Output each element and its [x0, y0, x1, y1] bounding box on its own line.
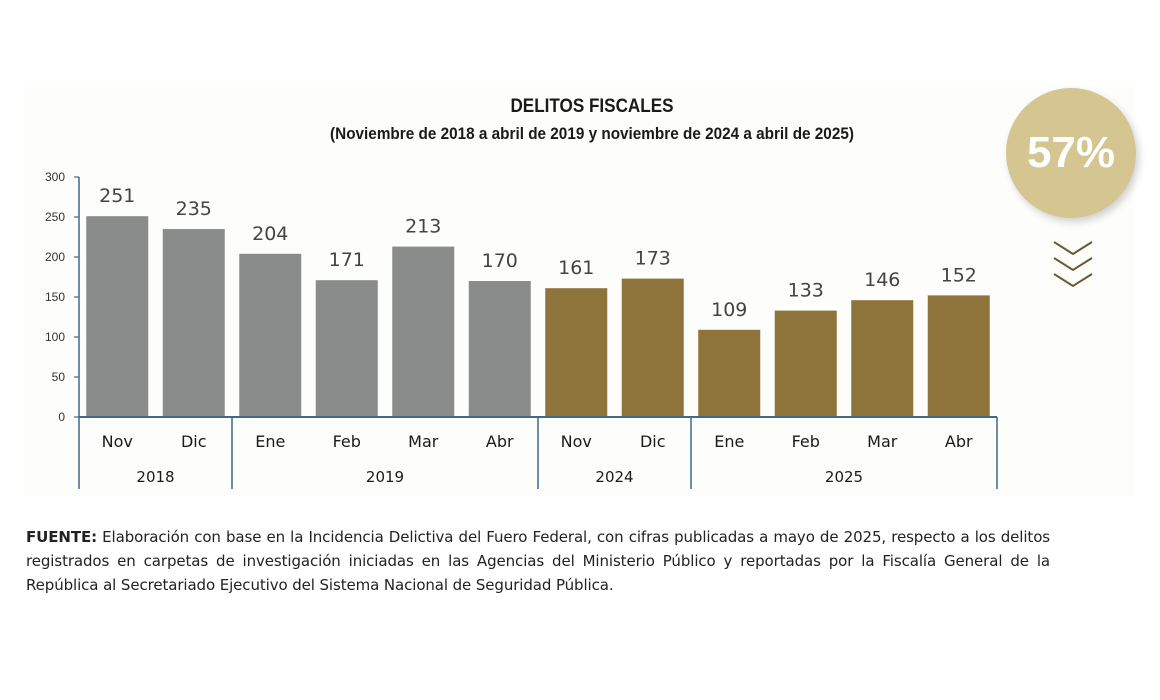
y-tick-label: 200: [45, 250, 65, 264]
y-tick-label: 100: [45, 330, 65, 344]
data-label: 235: [176, 198, 212, 220]
x-tick-label: Dic: [181, 432, 207, 451]
data-label: 251: [99, 185, 135, 207]
x-tick-label: Mar: [867, 432, 898, 451]
bar: [392, 246, 455, 417]
source-label: FUENTE:: [26, 528, 98, 546]
percentage-badge: 57%: [1006, 88, 1136, 218]
data-label: 146: [864, 269, 900, 291]
data-label: 204: [252, 223, 288, 245]
source-footnote: FUENTE: Elaboración con base en la Incid…: [26, 525, 1050, 597]
x-group-label: 2024: [595, 468, 633, 486]
y-tick-label: 250: [45, 210, 65, 224]
bar: [698, 329, 761, 417]
x-tick-label: Nov: [102, 432, 133, 451]
x-tick-label: Mar: [408, 432, 439, 451]
chart-subtitle: (Noviembre de 2018 a abril de 2019 y nov…: [330, 124, 854, 143]
x-tick-label: Nov: [561, 432, 592, 451]
data-label: 152: [941, 264, 977, 286]
bar: [545, 288, 608, 417]
data-label: 171: [329, 249, 365, 271]
bar: [315, 280, 378, 417]
chart-title: DELITOS FISCALES: [510, 96, 674, 117]
bar: [86, 216, 149, 417]
bar: [239, 253, 302, 417]
x-tick-label: Ene: [255, 432, 285, 451]
bar: [162, 229, 225, 417]
data-label: 133: [788, 280, 824, 302]
x-group-label: 2019: [366, 468, 404, 486]
source-text: Elaboración con base en la Incidencia De…: [26, 528, 1050, 594]
data-label: 170: [482, 250, 518, 272]
bar: [851, 300, 914, 417]
x-tick-label: Ene: [714, 432, 744, 451]
data-label: 173: [635, 248, 671, 270]
x-tick-label: Feb: [792, 432, 820, 451]
y-tick-label: 50: [52, 370, 66, 384]
percentage-badge-value: 57%: [1026, 128, 1116, 177]
x-tick-label: Abr: [945, 432, 973, 451]
x-tick-label: Feb: [333, 432, 361, 451]
triple-chevron-down-icon: [1053, 241, 1093, 288]
bar: [927, 295, 990, 417]
bar: [774, 310, 837, 417]
y-tick-label: 0: [58, 410, 65, 424]
data-label: 161: [558, 257, 594, 279]
data-label: 109: [711, 299, 747, 321]
y-tick-label: 300: [45, 170, 65, 184]
x-tick-label: Abr: [486, 432, 514, 451]
bar: [468, 281, 531, 417]
data-label: 213: [405, 216, 441, 238]
x-group-label: 2018: [136, 468, 174, 486]
y-tick-label: 150: [45, 290, 65, 304]
x-group-label: 2025: [825, 468, 863, 486]
x-tick-label: Dic: [640, 432, 666, 451]
bar: [621, 278, 684, 417]
